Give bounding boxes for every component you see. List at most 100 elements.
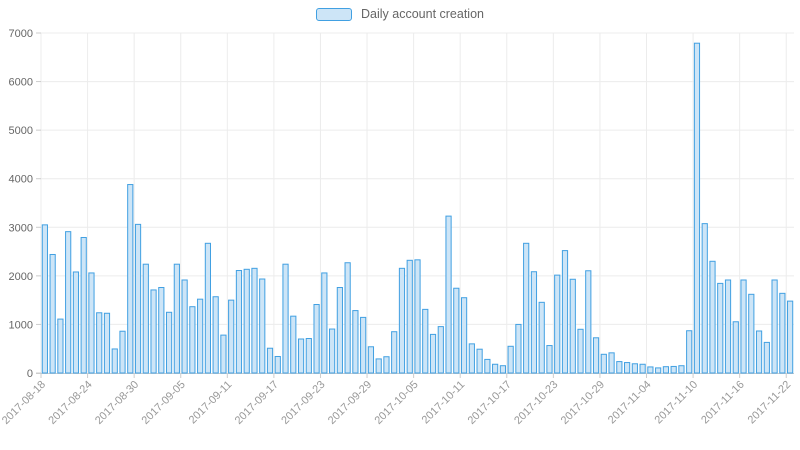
bar-2017-10-11[interactable] <box>460 297 468 374</box>
bar-2017-10-26[interactable] <box>577 328 584 374</box>
bar-2017-09-09[interactable] <box>212 296 219 374</box>
bar-2017-08-23[interactable] <box>80 236 87 374</box>
bar-2017-10-22[interactable] <box>546 345 553 374</box>
bar-2017-11-05[interactable] <box>655 367 662 374</box>
bar-2017-09-06[interactable] <box>189 306 196 374</box>
bar-2017-09-11[interactable] <box>228 299 235 374</box>
bar-2017-09-16[interactable] <box>266 347 274 374</box>
bar-2017-11-11[interactable] <box>701 223 708 374</box>
bar-2017-10-27[interactable] <box>585 270 592 374</box>
bar-2017-09-23[interactable] <box>321 272 328 374</box>
bar-2017-09-29[interactable] <box>367 346 375 374</box>
bar-2017-11-08[interactable] <box>678 365 685 374</box>
bar-2017-10-20[interactable] <box>530 271 538 374</box>
bar-2017-10-13[interactable] <box>476 348 483 374</box>
bar-2017-09-05[interactable] <box>181 279 188 374</box>
bar-2017-09-20[interactable] <box>297 338 305 374</box>
bar-2017-10-29[interactable] <box>600 353 607 374</box>
bar-2017-11-07[interactable] <box>670 365 677 374</box>
bar-2017-11-22[interactable] <box>787 300 794 374</box>
legend-item-daily-account-creation[interactable]: Daily account creation <box>316 7 484 21</box>
bar-2017-10-12[interactable] <box>468 343 475 374</box>
bar-2017-10-21[interactable] <box>538 301 545 374</box>
bar-2017-10-25[interactable] <box>569 278 576 374</box>
bar-2017-10-24[interactable] <box>561 250 569 374</box>
bar-2017-10-05[interactable] <box>414 259 421 374</box>
bar-2017-09-30[interactable] <box>375 358 382 374</box>
x-axis-label: 2017-08-30 <box>93 379 141 427</box>
bar-2017-10-01[interactable] <box>383 356 390 374</box>
bar-2017-10-07[interactable] <box>429 333 437 374</box>
bar-2017-08-27[interactable] <box>111 348 118 374</box>
bar-2017-11-15[interactable] <box>732 321 739 374</box>
bar-2017-10-08[interactable] <box>437 326 444 374</box>
bar-2017-09-21[interactable] <box>305 338 312 374</box>
bar-2017-09-07[interactable] <box>197 298 204 374</box>
bar-2017-10-19[interactable] <box>523 242 530 374</box>
bar-2017-09-03[interactable] <box>165 311 173 374</box>
bar-2017-09-01[interactable] <box>150 289 157 374</box>
bar-2017-11-04[interactable] <box>647 366 654 374</box>
bar-2017-11-03[interactable] <box>639 363 646 374</box>
bar-2017-08-25[interactable] <box>96 312 103 374</box>
bar-2017-10-14[interactable] <box>484 358 491 374</box>
bar-2017-08-28[interactable] <box>119 330 126 374</box>
bar-2017-08-22[interactable] <box>72 271 80 374</box>
bar-2017-09-12[interactable] <box>235 270 243 374</box>
bar-2017-11-02[interactable] <box>631 363 638 374</box>
bar-2017-09-08[interactable] <box>204 242 212 374</box>
bar-2017-09-27[interactable] <box>352 310 359 374</box>
bar-2017-11-09[interactable] <box>686 330 693 374</box>
bar-2017-11-17[interactable] <box>748 293 755 374</box>
bar-2017-09-15[interactable] <box>259 278 266 374</box>
bar-2017-10-18[interactable] <box>515 323 522 374</box>
bar-2017-10-17[interactable] <box>507 345 514 374</box>
bar-2017-11-01[interactable] <box>624 362 631 374</box>
bar-2017-09-28[interactable] <box>360 316 367 374</box>
bar-2017-09-25[interactable] <box>336 287 343 374</box>
bar-2017-09-04[interactable] <box>173 263 180 374</box>
bar-2017-11-10[interactable] <box>693 42 701 374</box>
bar-2017-11-20[interactable] <box>771 279 778 374</box>
bar-2017-11-14[interactable] <box>724 279 732 374</box>
bar-2017-10-15[interactable] <box>492 363 499 374</box>
bar-2017-09-26[interactable] <box>344 262 351 374</box>
bar-2017-09-14[interactable] <box>251 267 258 374</box>
bar-2017-11-18[interactable] <box>755 330 763 374</box>
bar-2017-09-13[interactable] <box>243 268 250 374</box>
bar-2017-10-02[interactable] <box>391 331 398 374</box>
bar-2017-11-12[interactable] <box>709 260 716 374</box>
bar-2017-11-13[interactable] <box>717 282 724 374</box>
bar-2017-08-29[interactable] <box>127 184 134 374</box>
bar-2017-08-24[interactable] <box>88 272 95 374</box>
bar-2017-09-24[interactable] <box>329 328 336 374</box>
bar-2017-11-19[interactable] <box>763 341 770 374</box>
bar-2017-11-06[interactable] <box>662 366 670 374</box>
bar-2017-11-21[interactable] <box>779 292 786 374</box>
bar-2017-08-31[interactable] <box>142 263 149 374</box>
bar-2017-10-06[interactable] <box>422 308 429 374</box>
bar-2017-11-16[interactable] <box>740 279 747 374</box>
bar-2017-10-09[interactable] <box>445 215 452 374</box>
bar-2017-08-19[interactable] <box>49 253 56 374</box>
bar-2017-08-20[interactable] <box>57 318 64 374</box>
bar-2017-08-30[interactable] <box>134 223 142 374</box>
bar-2017-08-21[interactable] <box>65 231 72 374</box>
bar-2017-10-03[interactable] <box>398 267 406 374</box>
bar-2017-09-17[interactable] <box>274 355 281 374</box>
x-axis-label: 2017-11-16 <box>699 379 747 427</box>
bar-2017-10-04[interactable] <box>406 259 413 374</box>
bar-2017-09-18[interactable] <box>282 263 289 374</box>
bar-2017-10-28[interactable] <box>592 337 600 374</box>
bar-2017-10-23[interactable] <box>554 274 561 374</box>
bar-2017-09-10[interactable] <box>220 334 227 374</box>
bar-2017-09-22[interactable] <box>313 304 320 374</box>
bar-2017-09-19[interactable] <box>290 315 297 374</box>
bar-2017-09-02[interactable] <box>158 287 165 374</box>
bar-2017-10-30[interactable] <box>608 352 615 374</box>
bar-2017-10-16[interactable] <box>499 365 506 374</box>
bar-2017-08-26[interactable] <box>103 312 111 374</box>
bar-2017-08-18[interactable] <box>41 224 48 374</box>
bar-2017-10-10[interactable] <box>453 287 460 374</box>
bar-2017-10-31[interactable] <box>616 361 623 374</box>
